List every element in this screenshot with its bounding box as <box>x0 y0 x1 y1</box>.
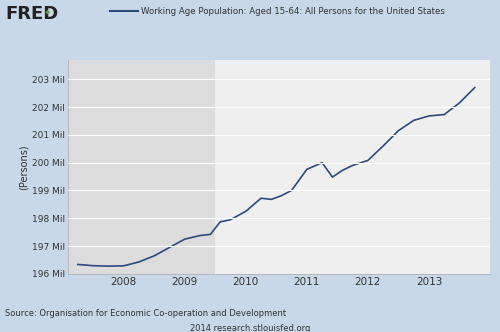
Text: FRED: FRED <box>5 5 58 23</box>
Y-axis label: (Persons): (Persons) <box>19 144 29 190</box>
Bar <box>62 60 216 274</box>
Text: Working Age Population: Aged 15-64: All Persons for the United States: Working Age Population: Aged 15-64: All … <box>141 7 445 16</box>
Text: ✦: ✦ <box>44 7 51 16</box>
Text: Source: Organisation for Economic Co-operation and Development: Source: Organisation for Economic Co-ope… <box>5 309 286 318</box>
Text: 2014 research.stlouisfed.org: 2014 research.stlouisfed.org <box>190 324 310 332</box>
